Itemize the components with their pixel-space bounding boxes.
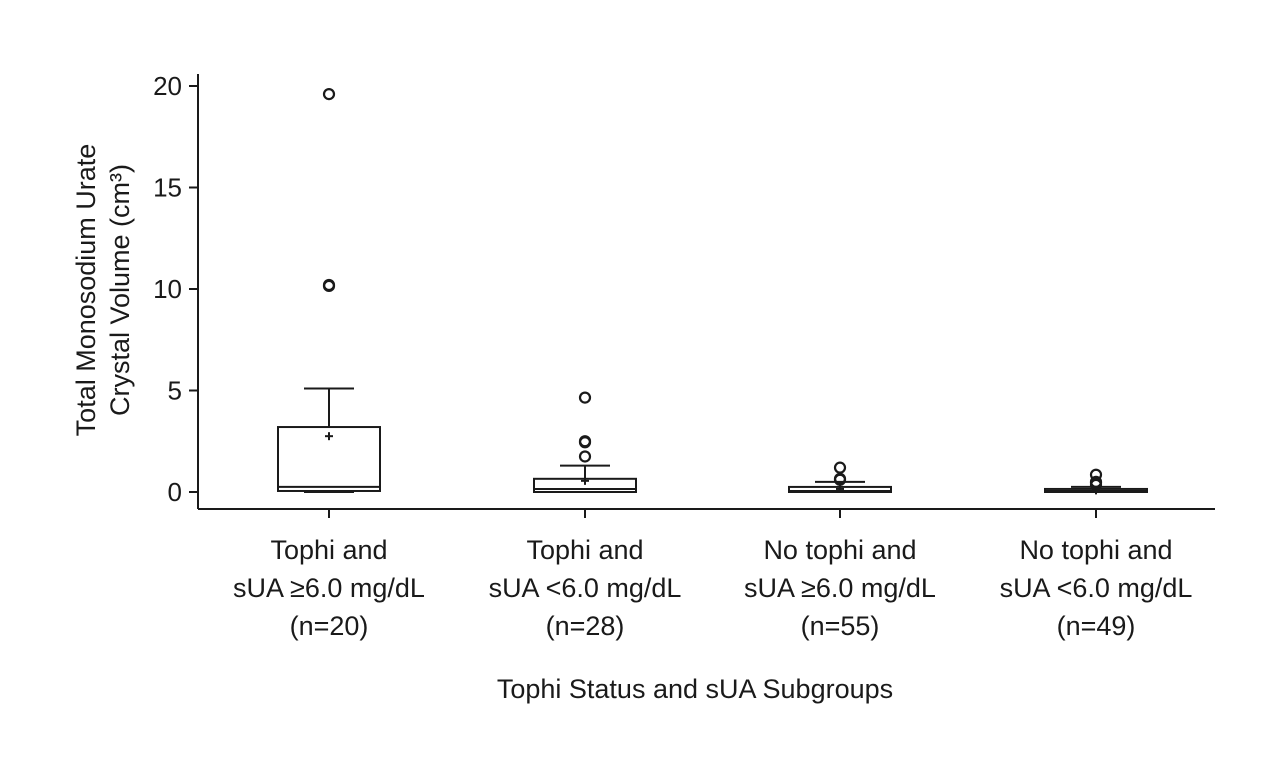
y-axis-title-line: Total Monosodium Urate — [71, 144, 101, 437]
x-tick-label: sUA ≥6.0 mg/dL — [744, 573, 936, 603]
y-axis: 0 5 10 15 20 — [153, 71, 199, 509]
y-axis-title: Total Monosodium Urate Crystal Volume (cm… — [71, 144, 135, 437]
outlier-point — [322, 88, 336, 101]
outlier-point — [578, 436, 592, 449]
x-tick-label: sUA <6.0 mg/dL — [489, 573, 682, 603]
x-tick-label: Tophi and — [270, 535, 387, 565]
y-tick-label: 10 — [153, 274, 182, 304]
mean-marker — [581, 476, 589, 485]
outlier-point — [833, 473, 847, 486]
outlier-point — [833, 461, 847, 474]
x-axis-title: Tophi Status and sUA Subgroups — [497, 674, 893, 704]
y-tick-label: 15 — [153, 173, 182, 203]
y-tick-label: 0 — [168, 477, 182, 507]
box-group — [788, 461, 892, 493]
x-tick-label: No tophi and — [763, 535, 916, 565]
outlier-point — [322, 279, 336, 293]
x-tick-label: (n=55) — [801, 611, 880, 641]
box-group — [533, 391, 637, 493]
y-tick-label: 5 — [168, 376, 182, 406]
outlier-point — [578, 450, 592, 463]
outlier-point — [578, 391, 592, 404]
y-tick-label: 20 — [153, 71, 182, 101]
x-tick-label: sUA ≥6.0 mg/dL — [233, 573, 425, 603]
x-axis: Tophi and sUA ≥6.0 mg/dL (n=20) Tophi and sU… — [198, 508, 1215, 641]
outlier-point — [1089, 478, 1103, 491]
box-group — [1044, 468, 1148, 495]
mean-marker — [836, 484, 844, 493]
x-tick-label: (n=28) — [546, 611, 625, 641]
x-tick-label: Tophi and — [526, 535, 643, 565]
x-tick-label: No tophi and — [1019, 535, 1172, 565]
x-tick-label: (n=49) — [1057, 611, 1136, 641]
box-group — [277, 88, 381, 493]
box-series — [277, 88, 1148, 495]
y-axis-title-line: Crystal Volume (cm³) — [105, 164, 135, 416]
x-tick-label: (n=20) — [290, 611, 369, 641]
x-tick-label: sUA <6.0 mg/dL — [1000, 573, 1193, 603]
mean-marker — [325, 432, 333, 441]
